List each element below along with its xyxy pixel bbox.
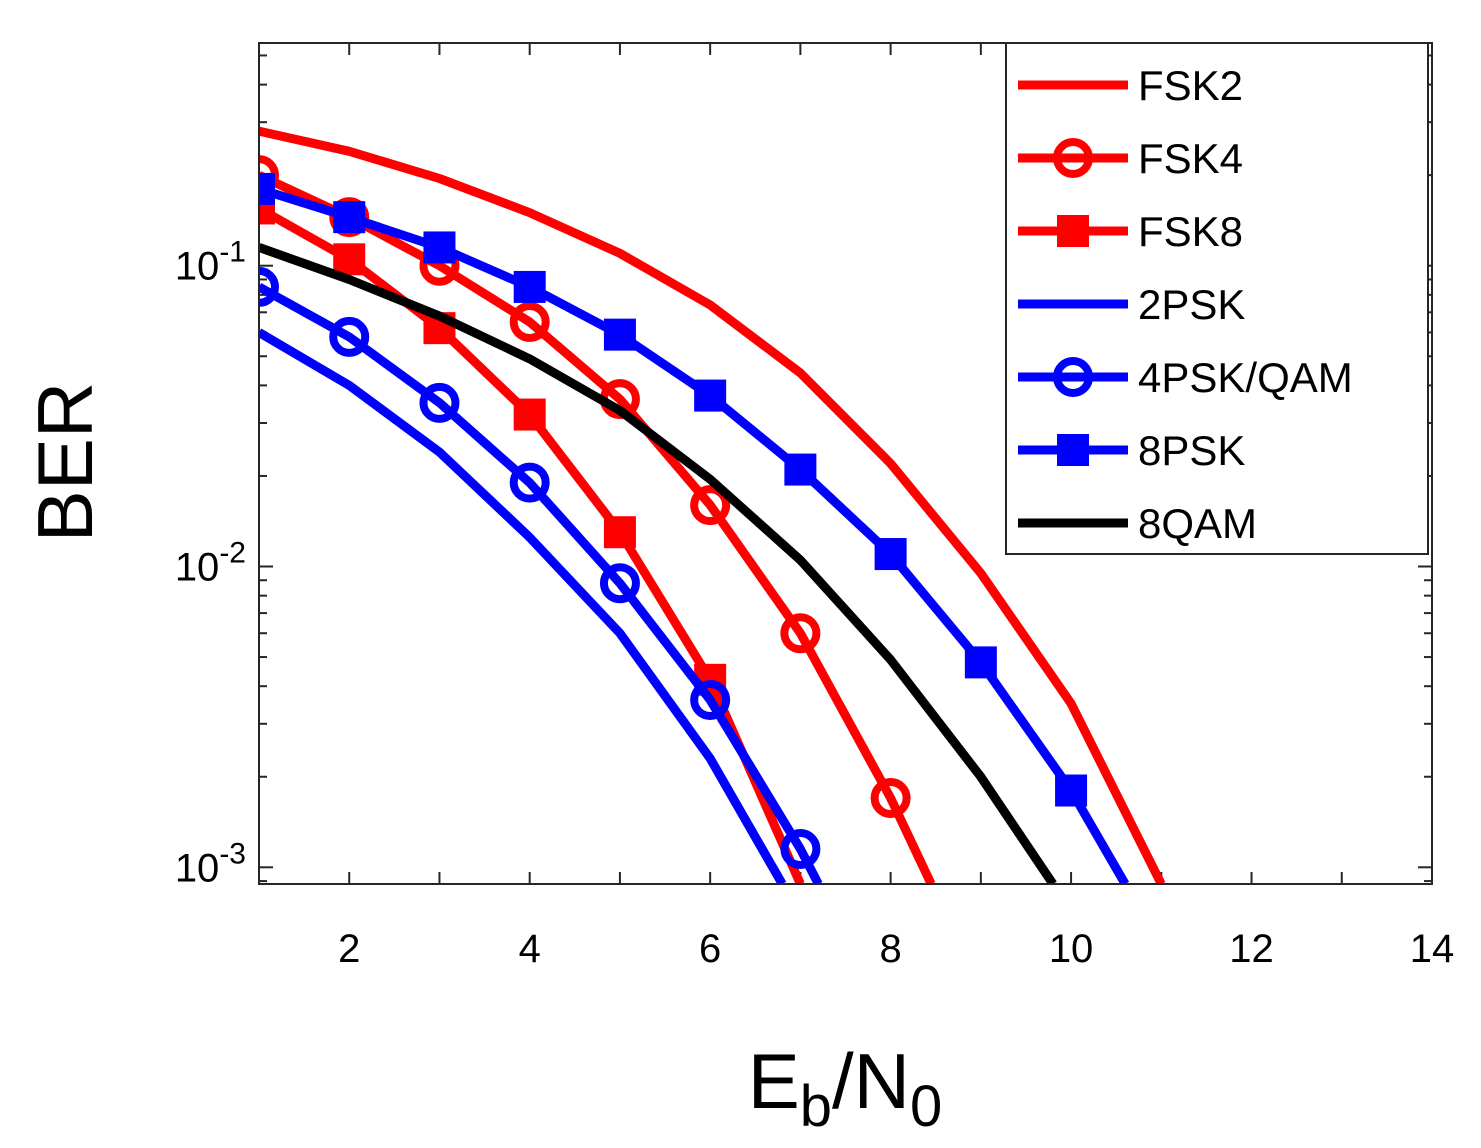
x-tick-label: 4 [519, 927, 541, 971]
data-point-8psk [874, 538, 907, 571]
x-axis-title: Eb/N0 [748, 1037, 943, 1139]
data-point-4psk-qam [259, 266, 279, 307]
data-point-4psk-qam [419, 382, 460, 423]
plot-series [259, 126, 1166, 884]
series-line-2psk [259, 328, 787, 884]
x-tick-labels: 2 4 6 8 10 12 14 [338, 927, 1454, 971]
plot-frame [258, 42, 1433, 885]
series-8qam [259, 243, 1057, 884]
x-tick-label: 2 [338, 927, 360, 971]
legend-marker [1057, 434, 1089, 466]
data-point-fsk4 [690, 485, 731, 526]
series-2psk [259, 328, 787, 884]
data-point-8psk [513, 270, 546, 303]
data-point-8psk [964, 646, 997, 679]
y-tick-label: 10-3 [175, 837, 246, 890]
legend-label: FSK4 [1138, 135, 1243, 182]
y-tick-label: 10-1 [175, 236, 246, 289]
series-4psk-qam [259, 266, 823, 884]
legend-marker [1053, 357, 1093, 397]
series-8psk [259, 172, 1130, 884]
data-point-4psk-qam [780, 829, 821, 870]
x-tick-label: 14 [1410, 927, 1455, 971]
legend-item-fsk2: FSK2 [1018, 62, 1243, 109]
legend-label: 4PSK/QAM [1138, 354, 1353, 401]
data-point-fsk4 [509, 301, 550, 342]
legend-item-8qam: 8QAM [1018, 500, 1257, 547]
legend-item-fsk8: FSK8 [1018, 208, 1243, 255]
legend-label: FSK2 [1138, 62, 1243, 109]
data-point-fsk8 [603, 516, 636, 549]
data-point-8psk [603, 318, 636, 351]
legend-label: 8QAM [1138, 500, 1257, 547]
data-point-fsk8 [513, 398, 546, 431]
data-point-8psk [333, 201, 366, 234]
legend-label: 2PSK [1138, 281, 1245, 328]
legend-item-2psk: 2PSK [1018, 281, 1245, 328]
data-point-4psk-qam [690, 679, 731, 720]
data-point-4psk-qam [509, 462, 550, 503]
series-fsk2 [259, 126, 1166, 884]
data-point-8psk [259, 172, 275, 205]
data-point-8psk [694, 379, 727, 412]
x-tick-label: 6 [699, 927, 721, 971]
y-tick-labels: 10-1 10-2 10-3 [175, 236, 246, 891]
legend-label: 8PSK [1138, 427, 1245, 474]
legend-marker [1053, 138, 1093, 178]
y-axis-title: BER [21, 382, 109, 542]
y-tick-label: 10-2 [175, 537, 246, 590]
legend: FSK2 FSK4 FSK8 2PSK 4PSK/QAM 8PSK 8QAM [1005, 42, 1429, 555]
legend-box [1005, 42, 1429, 555]
data-point-8psk [423, 231, 456, 264]
legend-item-4psk-qam: 4PSK/QAM [1018, 354, 1353, 401]
x-tick-label: 8 [879, 927, 901, 971]
series-line-8qam [259, 243, 1057, 884]
axis-ticks [259, 43, 1433, 884]
legend-item-fsk4: FSK4 [1018, 135, 1243, 182]
data-point-fsk4 [780, 613, 821, 654]
legend-label: FSK8 [1138, 208, 1243, 255]
series-line-fsk4 [259, 171, 936, 884]
data-point-4psk-qam [329, 316, 370, 357]
data-point-fsk8 [333, 243, 366, 276]
legend-item-8psk: 8PSK [1018, 427, 1245, 474]
data-point-8psk [1055, 774, 1088, 807]
data-point-4psk-qam [599, 563, 640, 604]
x-tick-label: 12 [1229, 927, 1274, 971]
series-line-fsk2 [259, 126, 1166, 884]
data-point-fsk4 [870, 777, 911, 818]
data-point-8psk [784, 453, 817, 486]
legend-marker [1057, 215, 1089, 247]
x-tick-label: 10 [1049, 927, 1094, 971]
